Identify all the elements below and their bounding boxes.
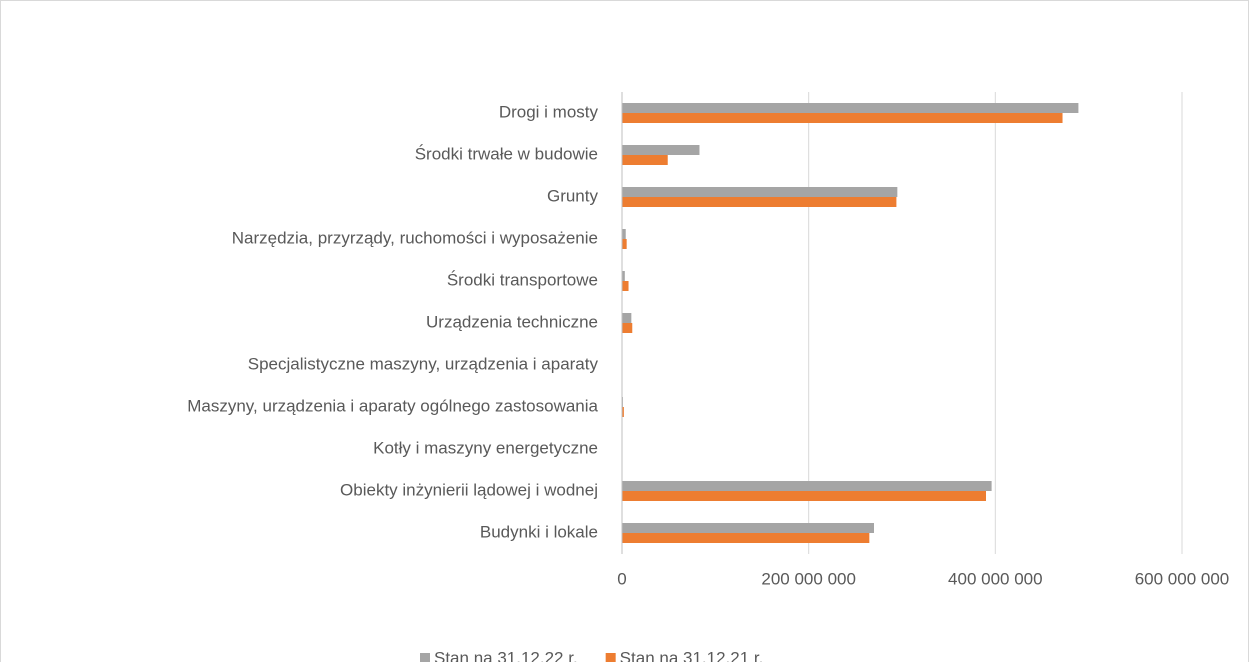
bar (622, 145, 700, 155)
bar (622, 523, 874, 533)
bar (622, 239, 627, 249)
y-tick-label: Maszyny, urządzenia i aparaty ogólnego z… (187, 396, 598, 415)
bar (622, 155, 668, 165)
y-tick-label: Urządzenia techniczne (426, 312, 598, 331)
legend-label: Stan na 31.12.21 r. (620, 648, 764, 662)
y-tick-label: Narzędzia, przyrządy, ruchomości i wypos… (232, 228, 598, 247)
x-tick-label: 0 (617, 569, 626, 588)
legend-swatch (420, 653, 430, 662)
legend-label: Stan na 31.12.22 r. (434, 648, 578, 662)
bar (622, 229, 626, 239)
y-tick-label: Kotły i maszyny energetyczne (373, 438, 598, 457)
x-tick-label: 200 000 000 (761, 569, 856, 588)
bar (622, 271, 625, 281)
y-tick-label: Obiekty inżynierii lądowej i wodnej (340, 480, 598, 499)
y-tick-label: Środki trwałe w budowie (415, 144, 598, 163)
bar (622, 103, 1079, 113)
bar (622, 533, 870, 543)
legend-swatch (605, 653, 616, 662)
bar (622, 113, 1063, 123)
bar (622, 407, 624, 417)
bar (622, 281, 629, 291)
x-tick-label: 400 000 000 (948, 569, 1043, 588)
bar (622, 313, 632, 323)
y-tick-label: Grunty (547, 186, 599, 205)
bar (622, 323, 633, 333)
x-tick-label: 600 000 000 (1135, 569, 1230, 588)
y-tick-label: Drogi i mosty (499, 102, 599, 121)
bar (622, 481, 992, 491)
bar (622, 187, 898, 197)
bar (622, 197, 897, 207)
bar (622, 491, 986, 501)
y-tick-label: Specjalistyczne maszyny, urządzenia i ap… (248, 354, 599, 373)
y-tick-label: Budynki i lokale (480, 522, 598, 541)
y-tick-label: Środki transportowe (447, 270, 598, 289)
